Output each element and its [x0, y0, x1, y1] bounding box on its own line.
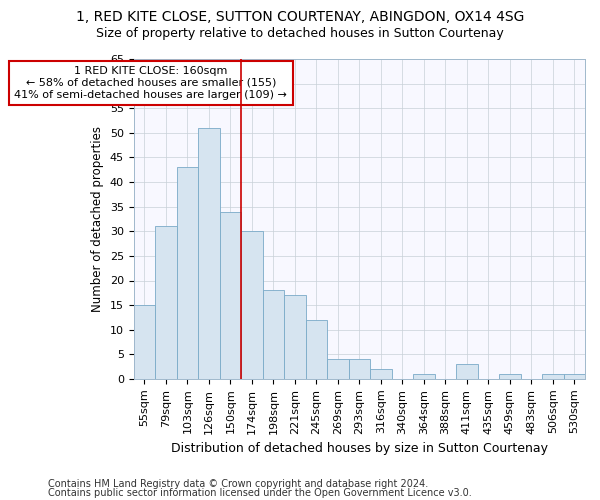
Text: 1, RED KITE CLOSE, SUTTON COURTENAY, ABINGDON, OX14 4SG: 1, RED KITE CLOSE, SUTTON COURTENAY, ABI… [76, 10, 524, 24]
Y-axis label: Number of detached properties: Number of detached properties [91, 126, 104, 312]
Bar [327, 360, 349, 379]
Text: Contains public sector information licensed under the Open Government Licence v3: Contains public sector information licen… [48, 488, 472, 498]
Bar [263, 290, 284, 379]
Text: Contains HM Land Registry data © Crown copyright and database right 2024.: Contains HM Land Registry data © Crown c… [48, 479, 428, 489]
Bar [413, 374, 434, 379]
Bar [134, 305, 155, 379]
Bar [177, 168, 198, 379]
Bar [456, 364, 478, 379]
Bar [349, 360, 370, 379]
Text: Size of property relative to detached houses in Sutton Courtenay: Size of property relative to detached ho… [96, 28, 504, 40]
Bar [155, 226, 177, 379]
X-axis label: Distribution of detached houses by size in Sutton Courtenay: Distribution of detached houses by size … [171, 442, 548, 455]
Bar [241, 232, 263, 379]
Bar [499, 374, 521, 379]
Bar [370, 369, 392, 379]
Bar [305, 320, 327, 379]
Bar [220, 212, 241, 379]
Bar [198, 128, 220, 379]
Bar [542, 374, 563, 379]
Bar [563, 374, 585, 379]
Bar [284, 296, 305, 379]
Text: 1 RED KITE CLOSE: 160sqm
← 58% of detached houses are smaller (155)
41% of semi-: 1 RED KITE CLOSE: 160sqm ← 58% of detach… [14, 66, 287, 100]
